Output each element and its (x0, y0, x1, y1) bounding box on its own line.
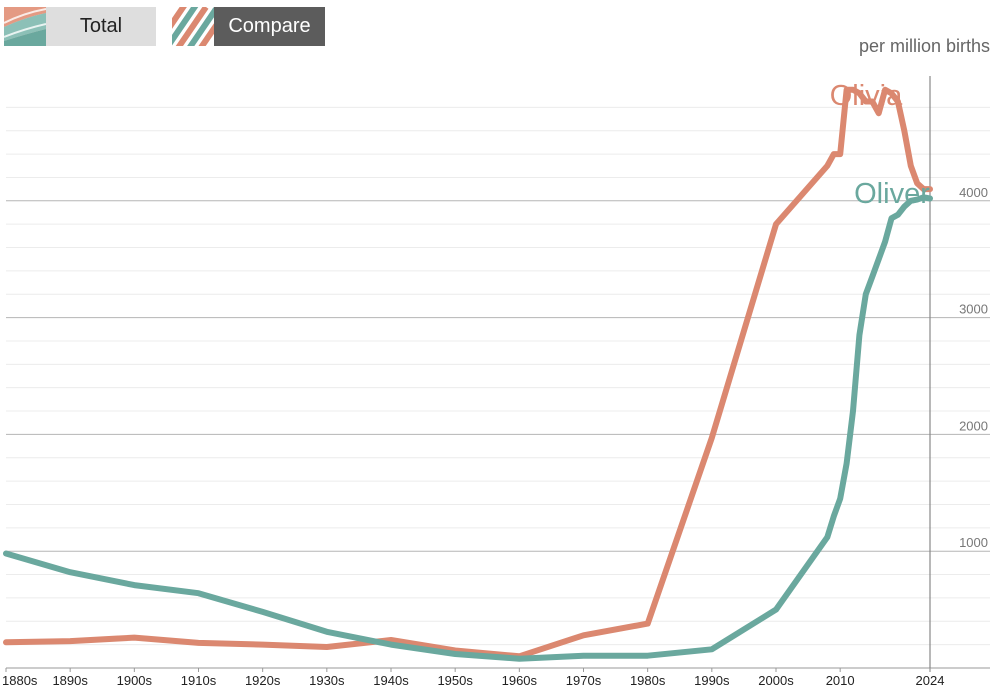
x-tick-label: 1910s (181, 673, 217, 686)
x-tick-label: 1980s (630, 673, 666, 686)
series-label-olivia: Olivia (830, 80, 903, 112)
series-label-oliver: Oliver (854, 178, 930, 210)
x-tick-label: 2010 (826, 673, 855, 686)
x-tick-label: 1890s (52, 673, 88, 686)
y-tick-label: 1000 (959, 535, 988, 550)
y-tick-label: 4000 (959, 185, 988, 200)
x-axis-ticks: 1880s 1890s 1900s 1910s 1920s 1930s 1940s 1950s… (2, 668, 944, 686)
compare-toggle-label: Compare (214, 7, 325, 46)
total-toggle-button[interactable]: Total (4, 7, 156, 46)
major-gridlines (6, 200, 990, 552)
compare-toggle-button[interactable]: Compare (172, 7, 325, 46)
series-line-olivia[interactable] (3, 86, 933, 660)
total-toggle-label: Total (46, 7, 156, 46)
x-tick-label: 1970s (566, 673, 602, 686)
series-labels: Olivia Oliver (830, 80, 930, 210)
x-tick-label: 1960s (502, 673, 538, 686)
compare-stripes-icon (172, 7, 214, 46)
y-tick-label: 3000 (959, 302, 988, 317)
series-lines (3, 86, 933, 662)
x-tick-label: 1990s (694, 673, 730, 686)
x-tick-label: 1950s (437, 673, 473, 686)
series-line-oliver[interactable] (3, 194, 933, 662)
x-tick-label: 2024 (916, 673, 945, 686)
y-tick-label: 2000 (959, 418, 988, 433)
x-tick-label: 1940s (373, 673, 409, 686)
x-tick-label: 1930s (309, 673, 345, 686)
x-tick-label: 2000s (758, 673, 794, 686)
x-tick-label: 1880s (2, 673, 38, 686)
view-toggle-bar: Total Compare (4, 7, 325, 46)
x-tick-label: 1920s (245, 673, 281, 686)
total-stripes-icon (4, 7, 46, 46)
y-axis-unit-label: per million births (858, 36, 990, 56)
y-axis-ticks: 1000 2000 3000 4000 (959, 185, 988, 550)
minor-gridlines (6, 106, 990, 646)
x-tick-label: 1900s (117, 673, 153, 686)
